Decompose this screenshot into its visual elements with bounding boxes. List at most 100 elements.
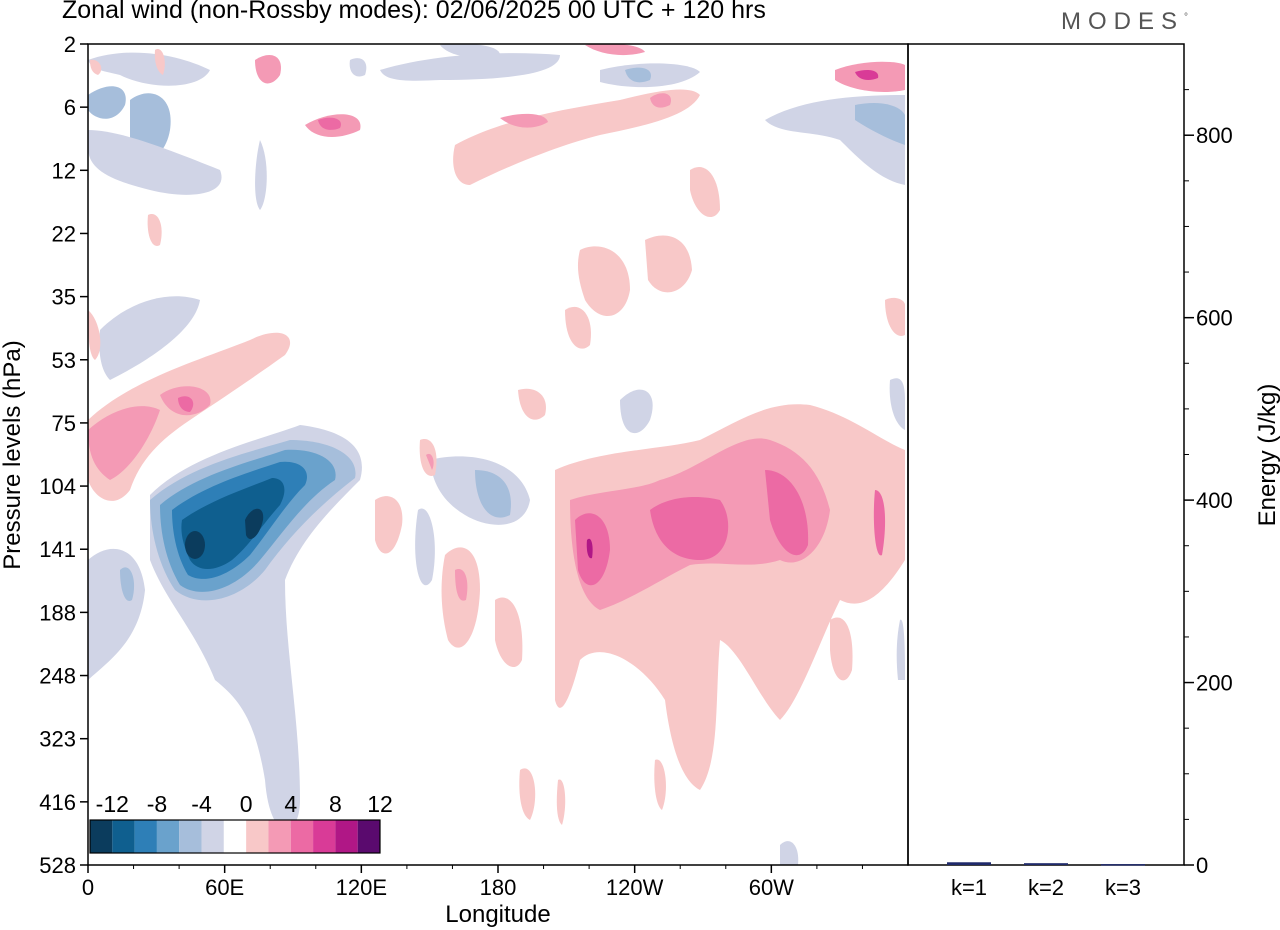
y-tick-label: 35 xyxy=(52,285,76,310)
westerly-patch xyxy=(375,496,403,554)
westerly-patch xyxy=(495,597,523,668)
energy-category-label: k=1 xyxy=(951,875,987,900)
modes-logo: MODES° xyxy=(1061,8,1188,36)
x-tick-label: 120E xyxy=(336,875,387,900)
y-tick-label: 53 xyxy=(52,348,76,373)
easterly-patch xyxy=(855,103,905,145)
colorbar-label: 8 xyxy=(329,791,342,817)
y-tick-label: 75 xyxy=(52,411,76,436)
contour-pos-4 xyxy=(500,113,548,128)
x-axis: 0 60E 120E 180 120W 60W xyxy=(82,865,863,900)
westerly-patch xyxy=(255,55,281,84)
chart-title: Zonal wind (non-Rossby modes): 02/06/202… xyxy=(62,0,766,24)
colorbar-label: 12 xyxy=(367,791,393,817)
westerly-patch xyxy=(88,310,101,360)
contour-neg-12b xyxy=(185,531,205,559)
energy-tick-label: 800 xyxy=(1196,123,1233,148)
westerly-patch xyxy=(585,43,645,56)
colorbar-label: 4 xyxy=(284,791,297,817)
y-tick-label: 2 xyxy=(64,32,76,57)
westerly-patch xyxy=(455,569,468,601)
colorbar-swatch xyxy=(246,820,269,853)
colorbar-swatch xyxy=(268,820,291,853)
colorbar-swatch xyxy=(290,820,314,853)
colorbar: -12 -8 -4 0 4 8 12 xyxy=(89,791,393,854)
logo-text: MODES xyxy=(1060,8,1184,35)
westerly-patch xyxy=(885,297,905,336)
easterly-patch xyxy=(780,841,799,865)
y-tick-label: 22 xyxy=(52,221,76,246)
westerly-patch xyxy=(318,117,341,130)
westerly-patch xyxy=(90,59,102,75)
easterly-regions xyxy=(88,43,905,865)
y-tick-label: 141 xyxy=(39,537,76,562)
contour-pos-6 xyxy=(650,497,729,560)
westerly-patch xyxy=(519,768,536,820)
logo-mark: ° xyxy=(1184,12,1188,23)
y-tick-label: 323 xyxy=(39,727,76,752)
contour-pos-2 xyxy=(453,89,700,185)
energy-axis-label: Energy (J/kg) xyxy=(1254,384,1280,527)
y-tick-label: 104 xyxy=(39,474,76,499)
y-tick-label: 188 xyxy=(39,600,76,625)
westerly-patch xyxy=(577,246,630,317)
colorbar-label: -12 xyxy=(96,791,129,817)
westerly-patch xyxy=(855,70,879,80)
westerly-patch xyxy=(565,306,591,349)
energy-tick-label: 200 xyxy=(1196,671,1233,696)
energy-y-axis: 0 200 400 600 800 xyxy=(1184,89,1233,878)
colorbar-swatch xyxy=(179,820,202,853)
easterly-patch xyxy=(620,389,653,434)
energy-tick-label: 400 xyxy=(1196,488,1233,513)
easterly-patch xyxy=(889,378,905,430)
energy-bars: k=1 k=2 k=3 xyxy=(947,862,1145,900)
colorbar-label: 0 xyxy=(240,791,253,817)
easterly-patch xyxy=(88,52,210,86)
colorbar-swatch xyxy=(90,820,113,853)
x-tick-label: 180 xyxy=(480,875,517,900)
colorbar-frame xyxy=(89,819,381,854)
energy-bar xyxy=(1101,864,1145,866)
westerly-regions xyxy=(88,43,905,825)
contour-pos-4 xyxy=(88,406,160,480)
colorbar-swatch xyxy=(201,820,224,853)
colorbar-swatch xyxy=(156,820,180,853)
y-tick-label: 248 xyxy=(39,664,76,689)
contour-neg-10 xyxy=(181,478,285,569)
easterly-patch xyxy=(415,508,435,586)
easterly-patch xyxy=(625,67,651,83)
x-tick-label: 60E xyxy=(205,875,244,900)
y-tick-label: 416 xyxy=(39,790,76,815)
contour-neg-12 xyxy=(245,508,264,540)
colorbar-swatch xyxy=(134,820,157,853)
colorbar-swatch xyxy=(112,820,135,853)
wind-contour-field xyxy=(88,43,905,865)
easterly-patch xyxy=(440,43,500,58)
contour-pos-10 xyxy=(586,538,593,559)
westerly-patch xyxy=(873,490,886,556)
energy-bar xyxy=(1024,863,1068,865)
easterly-patch xyxy=(380,53,560,81)
x-tick-label: 120W xyxy=(606,875,664,900)
westerly-patch xyxy=(830,617,853,681)
westerly-patch xyxy=(650,93,671,108)
westerly-patch xyxy=(518,388,546,420)
westerly-patch xyxy=(154,49,165,75)
y-tick-label: 12 xyxy=(52,158,76,183)
colorbar-swatch xyxy=(313,820,336,853)
contour-pos-8 xyxy=(178,396,194,412)
energy-category-label: k=3 xyxy=(1105,875,1141,900)
y-tick-label: 528 xyxy=(39,853,76,878)
x-tick-label: 60W xyxy=(749,875,794,900)
energy-bar xyxy=(947,862,991,865)
westerly-patch xyxy=(426,453,434,470)
easterly-patch xyxy=(349,58,367,77)
contour-pos-6 xyxy=(690,466,760,499)
easterly-patch xyxy=(88,86,126,119)
energy-category-label: k=2 xyxy=(1028,875,1064,900)
easterly-patch xyxy=(99,296,200,380)
easterly-patch xyxy=(120,567,135,601)
easterly-patch xyxy=(255,140,267,210)
westerly-patch xyxy=(147,214,162,246)
